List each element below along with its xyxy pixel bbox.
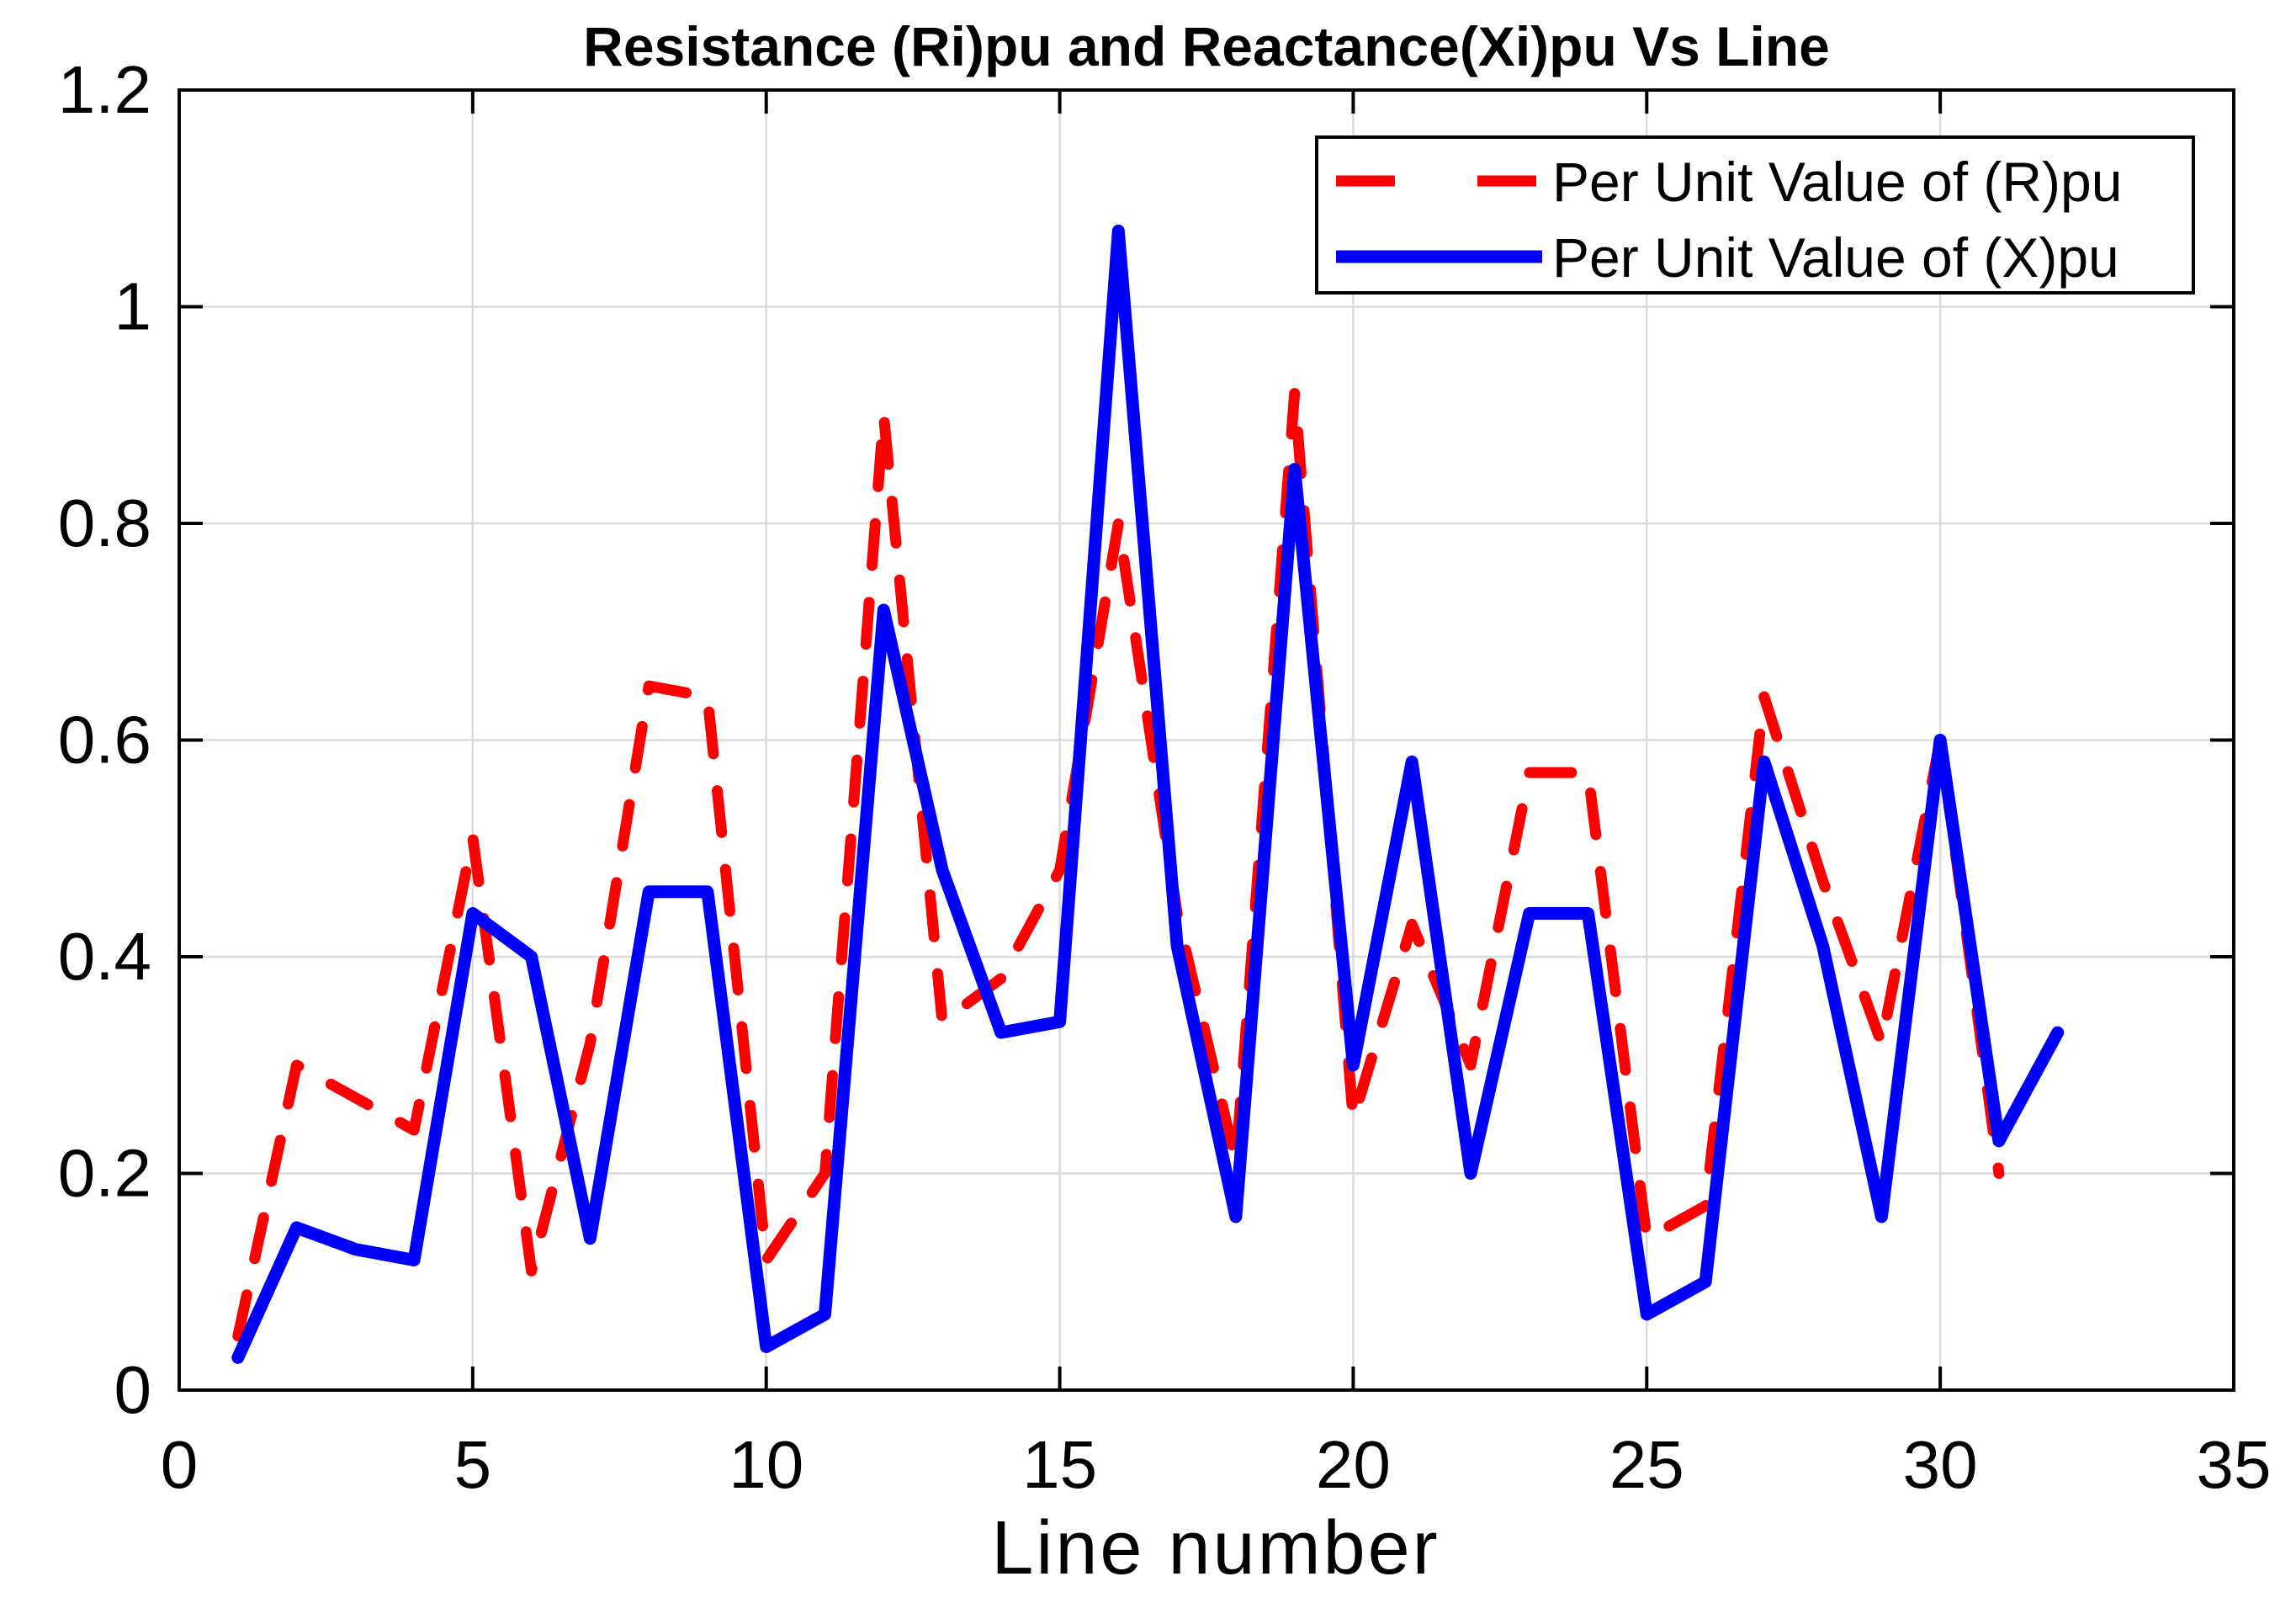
x-tick-label: 0 [161, 1427, 199, 1502]
y-tick-label: 0.8 [58, 486, 151, 560]
x-tick-label: 5 [454, 1427, 492, 1502]
y-tick-labels: 0 0.2 0.4 0.6 0.8 1 1.2 [58, 52, 151, 1427]
x-tick-label: 25 [1609, 1427, 1684, 1502]
plot-frame [178, 88, 2235, 1392]
legend-frame [1315, 135, 2195, 295]
y-tick-label: 0.4 [58, 919, 151, 994]
x-tick-label: 35 [2197, 1427, 2272, 1502]
series-lines [231, 224, 2065, 1364]
x-tick-labels: 0 5 10 15 20 25 30 35 [161, 1427, 2272, 1502]
x-tick-label: 30 [1903, 1427, 1978, 1502]
reactance-line [231, 224, 2065, 1364]
y-tick-label: 1.2 [58, 52, 151, 127]
y-tick-label: 0.2 [58, 1136, 151, 1211]
legend-box: Per Unit Value of (R)pu Per Unit Value o… [1315, 135, 2195, 295]
y-tick-label: 1 [114, 269, 152, 344]
x-tick-label: 20 [1316, 1427, 1391, 1502]
chart-title: Resistance (Ri)pu and Reactance(Xi)pu Vs… [583, 15, 1830, 77]
y-tick-label: 0 [114, 1352, 152, 1427]
resistance-line [232, 388, 2005, 1342]
x-tick-label: 10 [729, 1427, 803, 1502]
y-tick-label: 0.6 [58, 703, 151, 778]
legend-label-resistance: Per Unit Value of (R)pu [1552, 151, 2122, 213]
x-tick-label: 15 [1022, 1427, 1097, 1502]
x-axis-label: Line number [991, 1506, 1440, 1590]
legend-label-reactance: Per Unit Value of (X)pu [1552, 226, 2119, 289]
